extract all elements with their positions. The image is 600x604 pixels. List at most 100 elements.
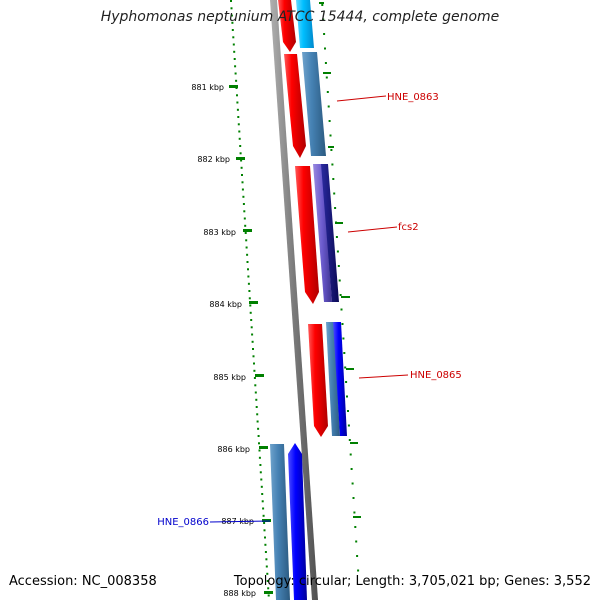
gene-feature[interactable] bbox=[302, 52, 326, 156]
ruler-right-minor-tick bbox=[335, 221, 337, 224]
ruler-tick: 881 kbp bbox=[191, 83, 238, 92]
ruler-minor-tick bbox=[247, 282, 250, 285]
gene-feature[interactable] bbox=[278, 0, 296, 52]
ruler-minor-tick bbox=[248, 297, 251, 300]
gene-feature[interactable] bbox=[296, 0, 314, 48]
ruler-minor-tick bbox=[242, 203, 245, 205]
ruler-minor-tick bbox=[258, 456, 261, 459]
ruler-minor-ticks bbox=[230, 0, 270, 597]
gene-label-hne-0866[interactable]: HNE_0866 bbox=[157, 517, 209, 528]
ruler-minor-tick bbox=[263, 522, 266, 524]
ruler-right-minor-tick bbox=[332, 178, 335, 180]
chromosome-backbone bbox=[270, 0, 318, 600]
ruler-minor-tick bbox=[240, 166, 243, 169]
ruler-minor-tick bbox=[230, 14, 233, 17]
ruler-tick-label: 885 kbp bbox=[213, 373, 246, 382]
ruler-right-minor-tick bbox=[326, 91, 329, 93]
gene-feature[interactable] bbox=[295, 166, 319, 304]
ruler-minor-tick bbox=[238, 137, 241, 140]
ruler-minor-tick bbox=[241, 174, 243, 176]
gene-feature[interactable] bbox=[288, 443, 307, 600]
ruler-right-minor-tick bbox=[354, 526, 357, 528]
ruler-right-minor-tick bbox=[338, 279, 341, 282]
ruler-right-minor-tick bbox=[343, 352, 346, 354]
ruler-tick-label: 884 kbp bbox=[209, 300, 242, 309]
ruler-minor-tick bbox=[240, 159, 243, 162]
ruler-right-minor-tick bbox=[330, 149, 333, 151]
ruler-minor-tick bbox=[260, 478, 263, 481]
gene-feature[interactable] bbox=[326, 322, 340, 436]
ruler-minor-tick bbox=[233, 58, 236, 60]
ruler-minor-tick bbox=[260, 485, 263, 488]
ruler-tick-label: 882 kbp bbox=[197, 155, 230, 164]
ruler-tick-label: 881 kbp bbox=[191, 83, 224, 92]
ruler-minor-tick bbox=[235, 79, 238, 82]
ruler-minor-tick bbox=[249, 311, 252, 314]
gene-leader-lines bbox=[209, 95, 409, 523]
ruler-minor-tick bbox=[262, 507, 265, 510]
gene-feature[interactable] bbox=[308, 324, 328, 437]
ruler-minor-tick bbox=[257, 435, 260, 437]
ruler-minor-tick bbox=[252, 355, 255, 358]
ruler-minor-tick bbox=[266, 580, 269, 582]
ruler-right-minor-tick bbox=[327, 105, 330, 108]
ruler-minor-tick bbox=[266, 572, 269, 575]
gene-feature-hne-0863[interactable] bbox=[284, 54, 306, 158]
gene-feature-fcs2[interactable] bbox=[313, 164, 332, 302]
ruler-minor-tick bbox=[255, 398, 258, 401]
ruler-minor-tick bbox=[254, 384, 257, 387]
ruler-minor-tick bbox=[241, 181, 244, 184]
gene-label-hne-0865[interactable]: HNE_0865 bbox=[410, 370, 462, 381]
ruler-right-minor-tick bbox=[347, 424, 350, 427]
ruler-minor-tick bbox=[251, 340, 254, 343]
gene-label-fcs2[interactable]: fcs2 bbox=[398, 222, 419, 233]
ruler-minor-tick bbox=[241, 188, 244, 191]
ruler-minor-tick bbox=[243, 210, 246, 213]
topology-summary: Topology: circular; Length: 3,705,021 bp… bbox=[233, 574, 591, 589]
ruler-minor-tick bbox=[231, 21, 234, 24]
ruler-minor-tick bbox=[232, 43, 235, 46]
ruler-minor-tick bbox=[264, 543, 267, 546]
ruler-right-minor-tick bbox=[355, 540, 358, 543]
ruler-tick: 885 kbp bbox=[213, 373, 264, 382]
ruler-right-minor-tick bbox=[328, 120, 331, 122]
ruler-right-minor-tick bbox=[356, 555, 359, 557]
gene-features[interactable] bbox=[270, 0, 347, 600]
ruler-minor-tick bbox=[244, 232, 247, 234]
ruler-minor-tick bbox=[231, 29, 234, 31]
ruler-right-minor-tick bbox=[324, 47, 326, 50]
ruler-minor-tick bbox=[264, 551, 267, 553]
ruler-minor-tick bbox=[256, 413, 259, 416]
gene-label-hne-0863[interactable]: HNE_0863 bbox=[387, 92, 439, 103]
gene-feature-hne-0866[interactable] bbox=[270, 444, 290, 600]
ruler-right-minor-tick bbox=[351, 482, 354, 485]
ruler-minor-tick bbox=[234, 72, 237, 75]
ruler-right-minor-tick bbox=[337, 265, 340, 267]
ruler-tick-label: 886 kbp bbox=[217, 445, 250, 454]
ruler-tick-label: 883 kbp bbox=[203, 228, 236, 237]
gene-feature[interactable] bbox=[321, 164, 339, 302]
ruler-minor-tick bbox=[236, 94, 238, 97]
ruler-minor-tick bbox=[259, 471, 262, 474]
accession-text: Accession: NC_008358 bbox=[9, 574, 157, 589]
ruler-minor-tick bbox=[262, 514, 265, 517]
ruler-right-minor-tick bbox=[349, 453, 352, 456]
ruler-right-minor-tick bbox=[346, 395, 348, 398]
ruler-minor-tick bbox=[258, 442, 260, 445]
ruler-right-minor-tick bbox=[324, 62, 327, 64]
gene-feature-hne-0865[interactable] bbox=[333, 322, 347, 436]
ruler-minor-tick bbox=[243, 217, 246, 220]
ruler-right-minor-tick bbox=[357, 569, 360, 572]
ruler-right-minor-tick bbox=[342, 337, 345, 340]
ruler-minor-tick bbox=[246, 253, 249, 256]
ruler-minor-tick bbox=[253, 369, 256, 372]
ruler-minor-tick bbox=[245, 246, 248, 249]
ruler-minor-tick bbox=[261, 493, 264, 495]
ruler-minor-tick bbox=[245, 239, 248, 242]
ruler-tick-label: 888 kbp bbox=[223, 589, 256, 598]
ruler-right-minor-tick bbox=[348, 439, 351, 441]
ruler-tick: 883 kbp bbox=[203, 228, 252, 237]
ruler-right-minor-tick bbox=[331, 163, 334, 166]
